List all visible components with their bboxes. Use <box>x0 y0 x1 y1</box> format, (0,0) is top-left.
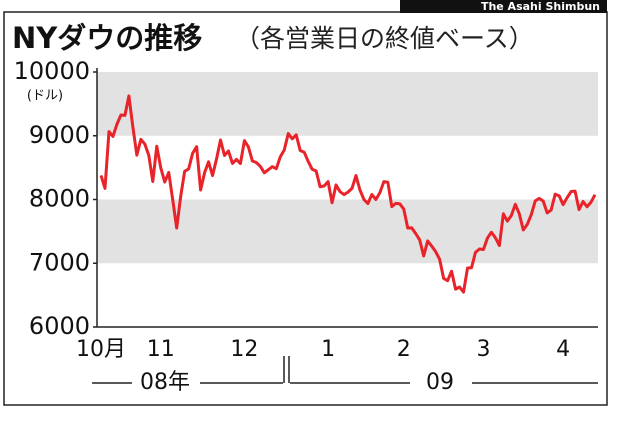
year-label: 08年 <box>140 370 190 395</box>
x-tick-label: 11 <box>147 337 175 362</box>
x-tick-label: 4 <box>556 337 570 362</box>
x-tick-label: 10月 <box>76 337 126 362</box>
chart-title: NYダウの推移 <box>12 21 202 55</box>
shaded-band <box>97 72 598 136</box>
credit-bar <box>400 0 607 13</box>
credit: The Asahi Shimbun <box>481 0 600 13</box>
x-tick-label: 12 <box>230 337 258 362</box>
x-tick-label: 2 <box>397 337 411 362</box>
data-line <box>99 94 597 294</box>
y-tick-label: 9000 <box>29 121 90 149</box>
y-tick-label: 7000 <box>29 248 90 276</box>
chart-subtitle: （各営業日の終値ベース） <box>235 24 534 53</box>
y-tick-label: 6000 <box>29 312 90 340</box>
frame <box>3 11 608 406</box>
year-label: 09 <box>426 370 454 395</box>
x-tick-label: 3 <box>476 337 490 362</box>
y-unit: (ドル) <box>27 89 63 104</box>
y-tick-label: 10000 <box>14 57 90 85</box>
y-tick-label: 8000 <box>29 185 90 213</box>
x-tick-label: 1 <box>321 337 335 362</box>
